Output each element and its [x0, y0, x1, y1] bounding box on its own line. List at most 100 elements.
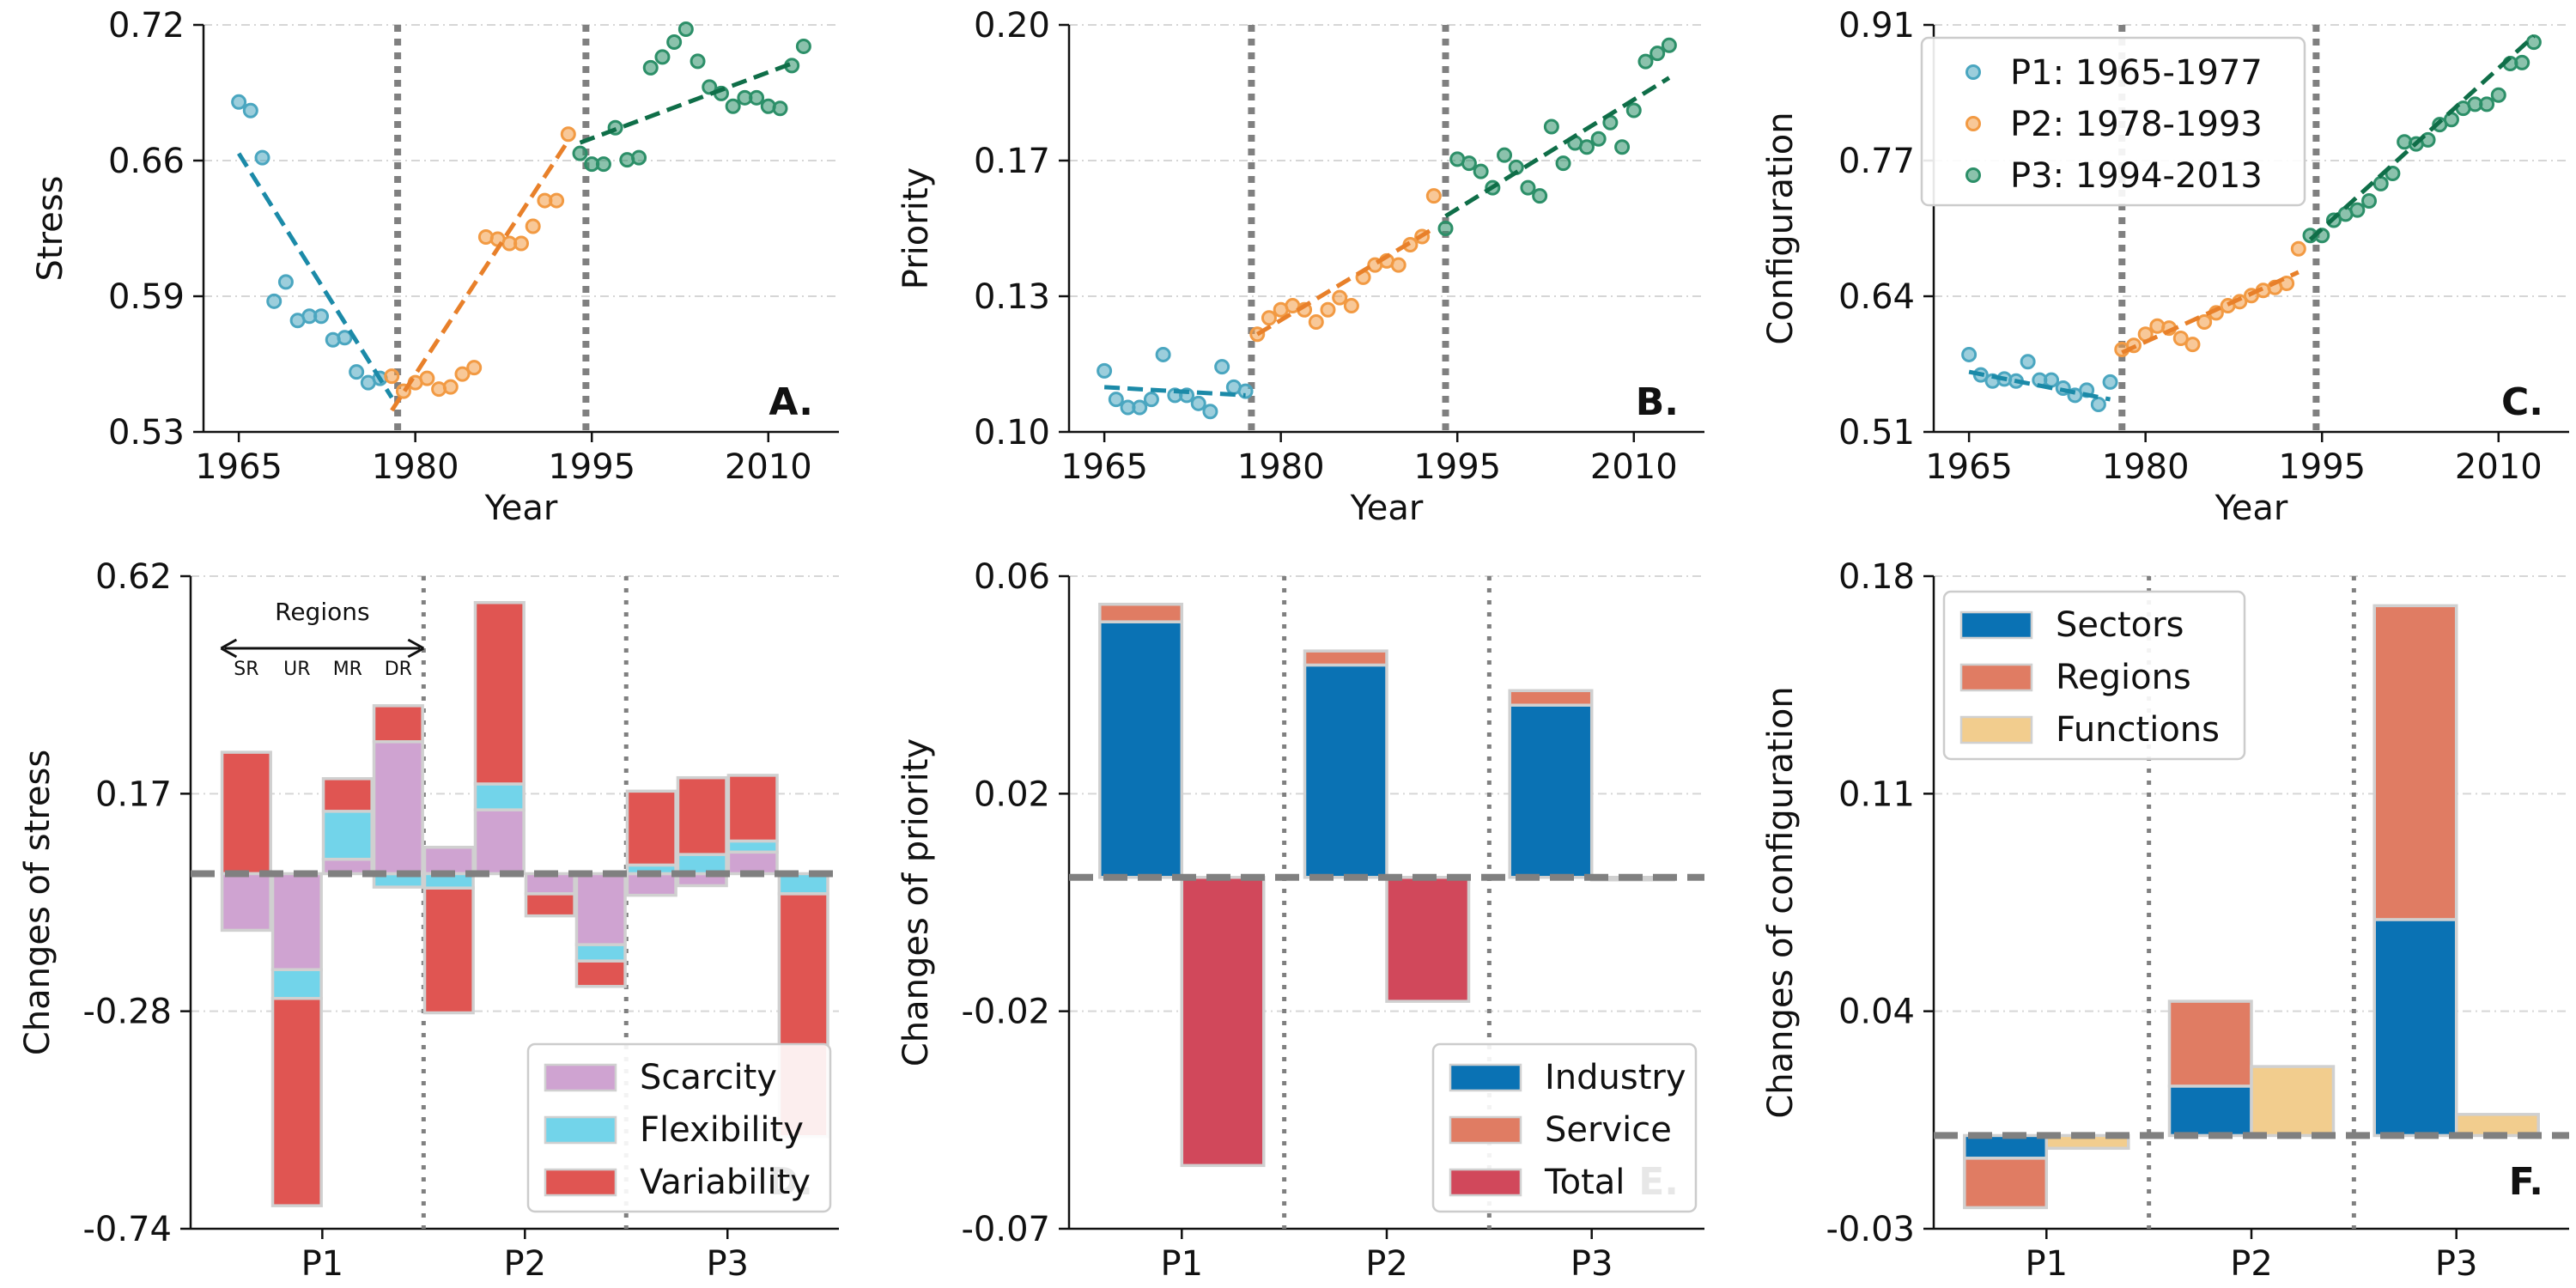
data-point — [1343, 298, 1359, 314]
data-point — [1308, 314, 1324, 331]
y-tick-label: 0.64 — [1838, 277, 1915, 317]
x-tick-label: P2 — [1365, 1244, 1408, 1284]
bar-segment — [422, 886, 475, 1015]
bar-segment — [2167, 999, 2253, 1088]
x-tick-label: 1995 — [1413, 447, 1501, 487]
legend-label: Industry — [1545, 1058, 1686, 1097]
x-tick-label: P3 — [1571, 1244, 1613, 1284]
bar-segment — [1303, 649, 1388, 667]
data-point — [654, 49, 671, 65]
panel-label: F. — [2509, 1160, 2543, 1204]
data-point — [1520, 179, 1536, 196]
trend-line — [236, 152, 394, 399]
x-tick-label: 2010 — [1590, 447, 1678, 487]
y-tick-label: 0.53 — [108, 413, 185, 453]
x-axis-label: Period — [461, 1285, 568, 1288]
y-tick-label: 0.11 — [1838, 775, 1915, 814]
data-point — [1543, 118, 1559, 135]
data-point — [631, 149, 647, 166]
legend-label: P2: 1978-1993 — [2010, 105, 2263, 144]
data-point — [1143, 392, 1159, 408]
data-point — [2372, 175, 2389, 191]
y-tick-label: 0.66 — [108, 142, 185, 181]
data-point — [595, 156, 611, 173]
x-tick-label: P3 — [2435, 1244, 2478, 1284]
data-point — [1461, 155, 1477, 172]
y-tick-label: -0.07 — [962, 1210, 1051, 1249]
data-point — [2044, 372, 2060, 388]
bar-segment — [1180, 876, 1266, 1168]
trend-line — [1968, 369, 2111, 402]
legend-swatch — [1449, 1168, 1522, 1197]
x-tick-label: 2010 — [2455, 447, 2543, 487]
y-tick-label: -0.03 — [1826, 1210, 1916, 1249]
bar-segment — [372, 704, 424, 744]
data-point — [454, 366, 471, 382]
y-tick-label: -0.74 — [83, 1210, 173, 1249]
panel-c: 0.51 0.64 0.77 0.91 1965 1980 1995 2010 Year Conf… — [1761, 6, 2569, 528]
trend-line — [2308, 34, 2536, 241]
legend-swatch — [1449, 1063, 1522, 1092]
data-point — [1425, 188, 1442, 204]
data-point — [513, 235, 529, 252]
trend-line — [1444, 76, 1671, 218]
data-point — [549, 192, 565, 209]
data-point — [690, 53, 706, 70]
data-point — [666, 33, 683, 50]
data-point — [1578, 139, 1595, 155]
y-axis-label: Priority — [896, 167, 936, 289]
bar-segment — [574, 872, 627, 946]
bar-segment — [574, 943, 627, 963]
data-point — [1661, 37, 1677, 53]
bar-segment — [676, 775, 728, 856]
data-point — [702, 79, 718, 95]
legend-swatch — [1959, 611, 2033, 640]
data-point — [1532, 188, 1548, 204]
legend-label: Sectors — [2056, 605, 2184, 645]
data-point — [2090, 397, 2106, 413]
y-tick-label: 0.59 — [108, 277, 185, 317]
data-point — [1497, 147, 1513, 163]
bar-segment — [2454, 1113, 2540, 1138]
bar-segment — [372, 740, 424, 876]
y-tick-label: 0.17 — [95, 775, 172, 814]
data-point — [242, 102, 258, 118]
data-point — [795, 38, 811, 54]
legend-label: Regions — [2056, 658, 2191, 697]
x-tick-label: 1995 — [548, 447, 635, 487]
bar-segment — [1508, 689, 1594, 707]
y-tick-label: 0.13 — [974, 277, 1050, 317]
x-axis-label: Year — [2215, 489, 2288, 528]
x-tick-label: P2 — [504, 1244, 547, 1284]
y-axis-label: Stress — [31, 176, 70, 282]
bar-segment — [1963, 1157, 2049, 1210]
bar-segment — [1098, 602, 1184, 623]
data-point — [1625, 102, 1642, 118]
trend-line — [579, 61, 793, 145]
bar-segment — [1508, 703, 1594, 879]
bar-segment — [220, 750, 272, 876]
data-point — [1202, 404, 1218, 420]
region-label: SR — [234, 659, 258, 680]
bar-segment — [270, 968, 323, 1000]
panel-label: C. — [2501, 380, 2543, 424]
legend-swatch — [544, 1115, 617, 1145]
data-point — [1590, 131, 1607, 147]
data-point — [677, 21, 694, 37]
trend-line — [390, 139, 570, 412]
bar-segment — [726, 774, 779, 843]
y-tick-label: 0.62 — [95, 557, 172, 597]
data-point — [2443, 112, 2459, 128]
data-point — [572, 145, 588, 161]
x-tick-label: 2010 — [725, 447, 812, 487]
data-point — [2020, 354, 2036, 370]
panel-f: -0.03 0.04 0.11 0.18 P1 P2 P3 Period Changes of … — [1761, 557, 2569, 1288]
x-tick-label: P2 — [2230, 1244, 2273, 1284]
data-point — [2361, 193, 2378, 210]
bar-segment — [321, 777, 374, 813]
data-point — [1555, 155, 1571, 172]
legend-swatch — [544, 1063, 617, 1092]
data-point — [277, 274, 294, 290]
data-point — [1108, 392, 1124, 408]
